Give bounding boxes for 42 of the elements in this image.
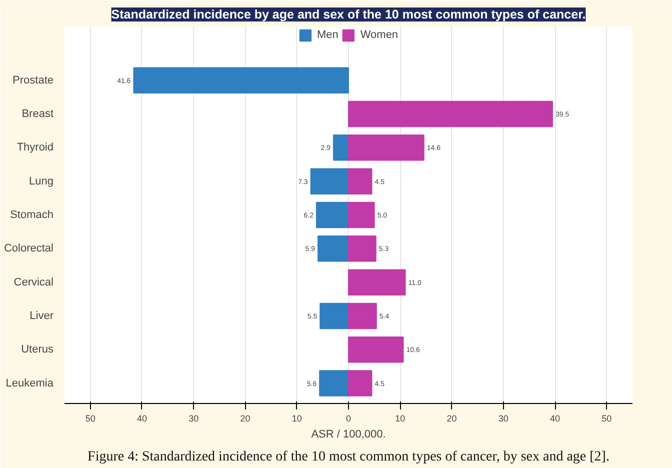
x-tick-label: 30	[498, 414, 508, 424]
x-tick-label: 50	[85, 414, 96, 424]
x-tick-label: 50	[602, 414, 612, 424]
y-tick-label: Uterus	[21, 344, 54, 356]
bar	[316, 202, 349, 228]
x-tick-label: 10	[292, 414, 302, 424]
bar	[319, 370, 349, 396]
bar	[348, 269, 406, 296]
x-tick-label: 20	[446, 414, 457, 424]
x-tick-label: 40	[550, 414, 560, 424]
x-axis-title: ASR / 100,000.	[311, 428, 386, 440]
x-tick-label: 40	[136, 414, 147, 424]
bar	[348, 100, 553, 128]
bar	[348, 302, 377, 330]
bar	[348, 236, 376, 262]
chart-title: Standardized incidence by age and sex of the 10 most common types of cancer.	[111, 8, 586, 22]
y-tick-label: Cervical	[14, 276, 54, 288]
bar	[348, 336, 404, 363]
bar	[333, 134, 349, 161]
bar	[348, 370, 372, 396]
y-tick-label: Prostate	[12, 74, 54, 86]
bar	[318, 236, 349, 262]
x-tick-label: 0	[346, 414, 352, 424]
y-tick-label: Stomach	[10, 209, 54, 221]
x-tick-label: 30	[188, 414, 199, 424]
legend-label: Men	[316, 29, 338, 41]
bar	[348, 202, 375, 228]
caption: Figure 4: Standardized incidence of the 10 most common types of cancer, by sex and age [2].	[88, 450, 610, 464]
bar	[133, 67, 349, 94]
y-tick-label: Lung	[29, 175, 54, 188]
bar	[348, 134, 424, 161]
y-tick-label: Thyroid	[16, 142, 54, 154]
x-tick-label: 10	[395, 414, 406, 424]
legend-label: Women	[360, 29, 398, 41]
x-tick-label: 20	[240, 414, 250, 424]
y-tick-label: Liver	[30, 310, 54, 322]
bar	[320, 302, 349, 330]
y-tick-label: Leukemia	[6, 377, 54, 390]
y-tick-label: Colorectal	[4, 242, 54, 255]
bar	[310, 168, 349, 194]
y-tick-label: Breast	[22, 108, 54, 120]
bar	[348, 168, 372, 194]
